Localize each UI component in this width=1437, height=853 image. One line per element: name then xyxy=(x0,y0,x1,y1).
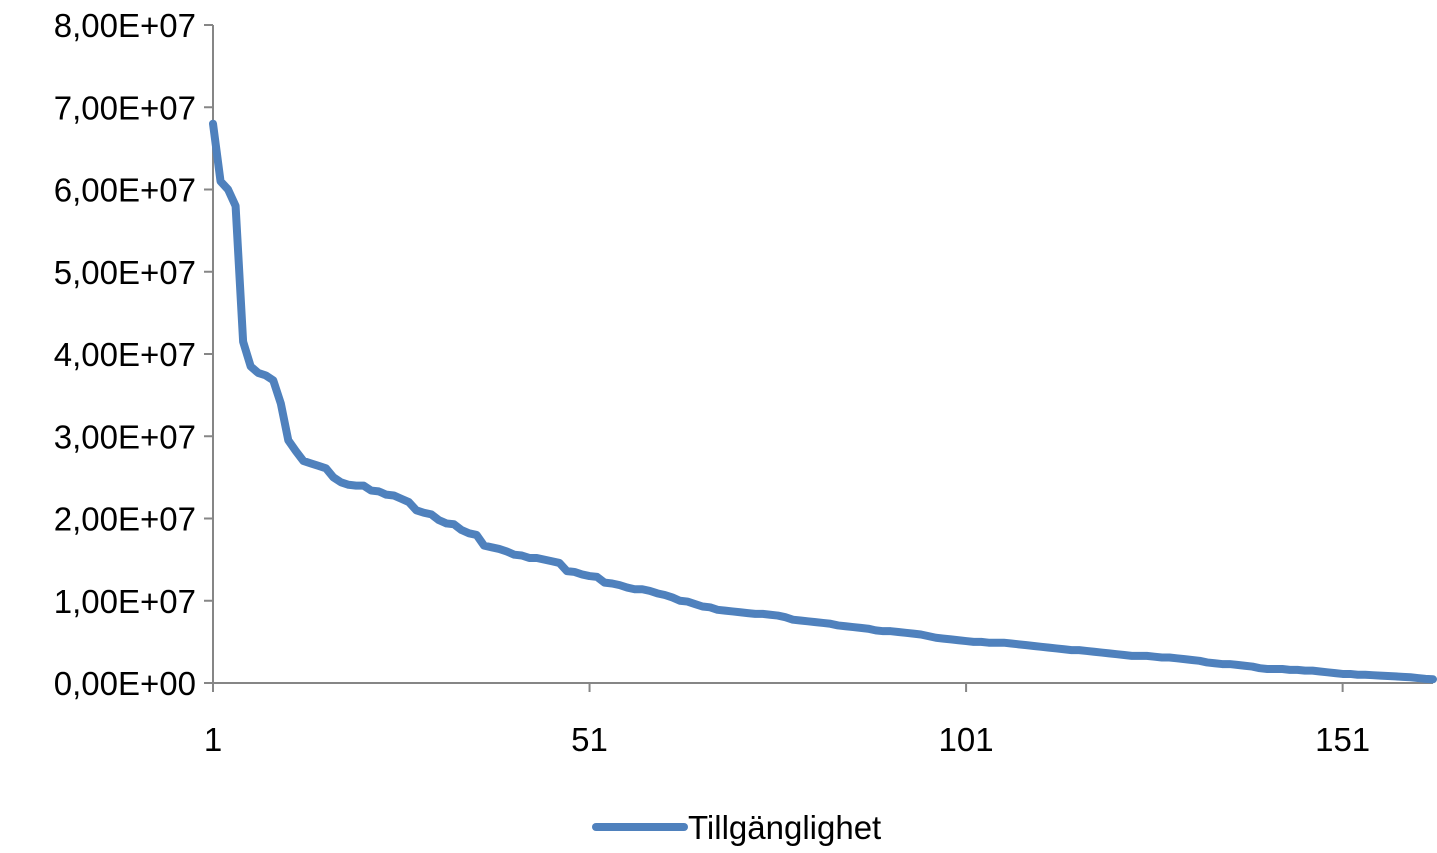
y-tick-label: 3,00E+07 xyxy=(54,418,196,455)
legend-label: Tillgänglighet xyxy=(688,809,881,846)
legend: Tillgänglighet xyxy=(592,809,881,846)
tick-marks xyxy=(204,24,1344,692)
x-tick-label: 101 xyxy=(939,721,994,758)
tick-labels: 0,00E+00 1,00E+07 2,00E+07 3,00E+07 4,00E+07… xyxy=(54,7,1370,758)
y-tick-label: 2,00E+07 xyxy=(54,501,196,538)
x-tick-label: 1 xyxy=(204,721,222,758)
y-tick-label: 8,00E+07 xyxy=(54,7,196,44)
y-tick-label: 6,00E+07 xyxy=(54,172,196,209)
y-tick-label: 4,00E+07 xyxy=(54,336,196,373)
x-tick-label: 151 xyxy=(1315,721,1370,758)
x-tick-label: 51 xyxy=(571,721,608,758)
axes xyxy=(212,25,1433,684)
series-lines xyxy=(209,119,1437,684)
series-line xyxy=(209,119,1437,684)
y-tick-label: 7,00E+07 xyxy=(54,89,196,126)
y-tick-label: 1,00E+07 xyxy=(54,583,196,620)
y-tick-label: 0,00E+00 xyxy=(54,665,196,702)
y-tick-label: 5,00E+07 xyxy=(54,254,196,291)
